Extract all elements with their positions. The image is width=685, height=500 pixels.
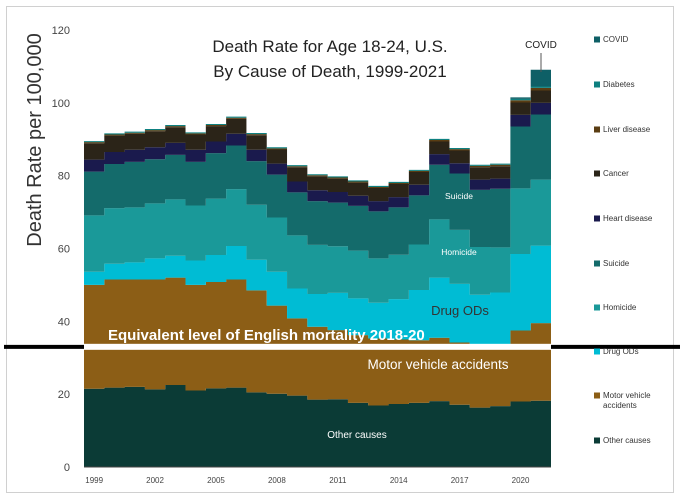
- legend-label-suicide: Suicide: [603, 259, 630, 268]
- covid-annotation: COVID: [525, 40, 557, 51]
- y-axis-label: Death Rate per 100,000: [24, 33, 46, 247]
- area-motor-vehicle-accidents: [84, 277, 551, 408]
- chart-subtitle: By Cause of Death, 1999-2021: [213, 62, 446, 81]
- area-drug-ods: [84, 245, 551, 350]
- legend-swatch-drug-ods: [594, 348, 600, 355]
- stacked-areas: [84, 69, 551, 467]
- legend-swatch-heart-disease: [594, 215, 600, 222]
- legend-swatch-homicide: [594, 304, 600, 311]
- legend-swatch-diabetes: [594, 81, 600, 88]
- y-tick-label: 60: [58, 244, 70, 256]
- homicide-annotation: Homicide: [441, 247, 477, 257]
- legend-label-covid: COVID: [603, 35, 629, 44]
- legend-swatch-other-causes: [594, 437, 600, 444]
- annotations: Suicide Homicide Drug ODs Motor vehicle …: [327, 40, 557, 441]
- drug-ods-annotation: Drug ODs: [431, 303, 489, 318]
- y-tick-label: 80: [58, 171, 70, 183]
- x-tick-label: 2005: [207, 476, 225, 485]
- legend-swatch-suicide: [594, 260, 600, 267]
- legend-swatch-covid: [594, 36, 600, 43]
- chart-title: Death Rate for Age 18-24, U.S.: [212, 37, 447, 56]
- y-tick-label: 120: [52, 25, 70, 37]
- area-suicide: [84, 114, 551, 259]
- legend: COVID Diabetes Liver disease Cancer Heart di…: [594, 35, 653, 445]
- legend-label-drug-ods: Drug ODs: [603, 347, 639, 356]
- area-cancer: [84, 90, 551, 202]
- x-tick-label: 2008: [268, 476, 286, 485]
- area-other-causes: [84, 385, 551, 467]
- x-tick-label: 2020: [512, 476, 530, 485]
- suicide-annotation: Suicide: [445, 191, 473, 201]
- other-causes-annotation: Other causes: [327, 430, 386, 441]
- legend-label-liver-disease: Liver disease: [603, 125, 651, 134]
- axes: 0 20 40 60 80 100 120 1999 2002 2005 2008 2011 2014 2…: [52, 25, 551, 485]
- x-tick-label: 2002: [146, 476, 164, 485]
- equivalent-line-label: Equivalent level of English mortality 20…: [108, 327, 425, 344]
- x-tick-label: 2011: [329, 476, 347, 485]
- legend-swatch-cancer: [594, 170, 600, 177]
- legend-swatch-liver-disease: [594, 126, 600, 133]
- legend-label-heart-disease: Heart disease: [603, 214, 653, 223]
- area-homicide: [84, 179, 551, 303]
- x-tick-label: 2017: [451, 476, 469, 485]
- legend-label-motor-vehicle-accidents: Motor vehicle: [603, 391, 651, 400]
- x-tick-label: 1999: [85, 476, 103, 485]
- motor-vehicle-annotation: Motor vehicle accidents: [367, 357, 508, 372]
- legend-label-cancer: Cancer: [603, 169, 629, 178]
- equivalent-level-line: Equivalent level of English mortality 20…: [4, 327, 680, 350]
- legend-label-other-causes: Other causes: [603, 436, 651, 445]
- x-tick-label: 2014: [390, 476, 408, 485]
- legend-label-homicide: Homicide: [603, 303, 637, 312]
- legend-swatch-motor-vehicle-accidents: [594, 392, 600, 399]
- y-tick-label: 100: [52, 98, 70, 110]
- equivalent-line-band: [84, 343, 551, 350]
- legend-label-motor-vehicle-accidents-line2: accidents: [603, 401, 637, 410]
- y-tick-label: 20: [58, 389, 70, 401]
- y-tick-label: 40: [58, 316, 70, 328]
- y-tick-label: 0: [64, 462, 70, 474]
- legend-label-diabetes: Diabetes: [603, 80, 635, 89]
